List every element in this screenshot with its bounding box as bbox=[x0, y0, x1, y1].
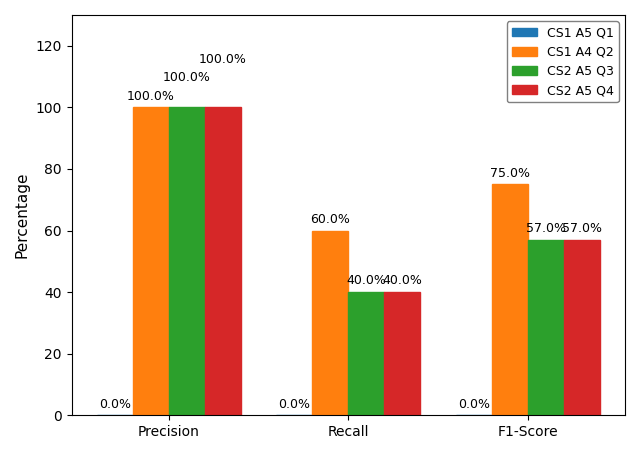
Bar bbox=[132, 108, 169, 415]
Text: 57.0%: 57.0% bbox=[526, 222, 566, 235]
Y-axis label: Percentage: Percentage bbox=[15, 172, 30, 258]
Text: 100.0%: 100.0% bbox=[127, 90, 175, 103]
Text: 40.0%: 40.0% bbox=[346, 275, 386, 287]
Text: 0.0%: 0.0% bbox=[99, 398, 131, 411]
Bar bbox=[492, 184, 528, 415]
Text: 0.0%: 0.0% bbox=[458, 398, 490, 411]
Text: 60.0%: 60.0% bbox=[310, 213, 350, 226]
Bar bbox=[312, 231, 348, 415]
Text: 100.0%: 100.0% bbox=[198, 53, 246, 66]
Text: 40.0%: 40.0% bbox=[382, 275, 422, 287]
Bar bbox=[169, 108, 205, 415]
Bar bbox=[384, 292, 420, 415]
Text: 57.0%: 57.0% bbox=[562, 222, 602, 235]
Bar bbox=[528, 240, 564, 415]
Legend: CS1 A5 Q1, CS1 A4 Q2, CS2 A5 Q3, CS2 A5 Q4: CS1 A5 Q1, CS1 A4 Q2, CS2 A5 Q3, CS2 A5 … bbox=[507, 21, 619, 102]
Bar bbox=[564, 240, 600, 415]
Text: 100.0%: 100.0% bbox=[163, 71, 211, 84]
Bar bbox=[205, 108, 241, 415]
Text: 75.0%: 75.0% bbox=[490, 167, 530, 180]
Text: 0.0%: 0.0% bbox=[278, 398, 310, 411]
Bar bbox=[348, 292, 384, 415]
